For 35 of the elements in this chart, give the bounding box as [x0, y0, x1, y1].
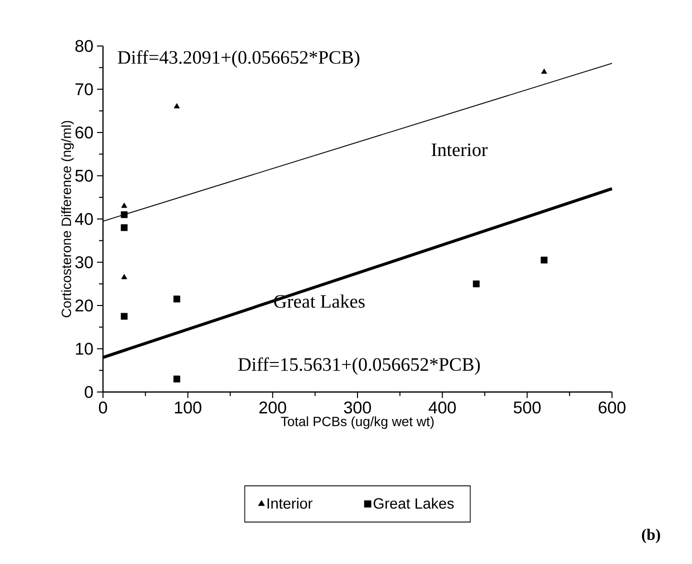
y-tick-label: 80 [75, 40, 93, 52]
x-tick-label: 200 [259, 401, 286, 414]
y-tick-label: 0 [84, 386, 93, 398]
y-tick-label: 10 [76, 342, 93, 355]
y-tick-label: 30 [75, 256, 93, 268]
x-tick-label: 300 [344, 401, 371, 414]
y-tick-label: 70 [76, 83, 93, 96]
point [121, 202, 128, 208]
y-tick-label: 50 [75, 170, 93, 182]
annotation: Diff=43.2091+(0.056652*PCB) [118, 50, 360, 68]
annotation: Diff=15.5631+(0.056652*PCB) [238, 357, 480, 375]
point [173, 296, 180, 302]
point [472, 280, 480, 288]
point [120, 312, 128, 320]
point [540, 256, 548, 264]
point [173, 376, 180, 382]
point [120, 211, 128, 218]
annotation: Interior [432, 143, 488, 156]
legend-label: Great Lakes [374, 498, 454, 509]
y-tick-label: 60 [76, 126, 93, 139]
x-tick-label: 0 [98, 401, 108, 414]
text: (b) [642, 528, 660, 544]
y-axis-title: Corticosterone Difference (ng/ml) [61, 120, 74, 318]
y-tick-label: 20 [76, 300, 93, 312]
y-tick-label: 40 [75, 213, 93, 226]
x-tick-label: 100 [175, 401, 202, 414]
x-tick-label: 400 [428, 401, 456, 414]
point [120, 224, 128, 232]
point [541, 68, 548, 74]
legend-label: Interior [268, 498, 312, 509]
x-tick-label: 500 [514, 401, 541, 414]
point [121, 274, 128, 280]
x-tick-label: 600 [598, 401, 626, 414]
point [174, 103, 180, 108]
x-axis-title: Total PCBs (ug/kg wet wt) [280, 416, 434, 429]
